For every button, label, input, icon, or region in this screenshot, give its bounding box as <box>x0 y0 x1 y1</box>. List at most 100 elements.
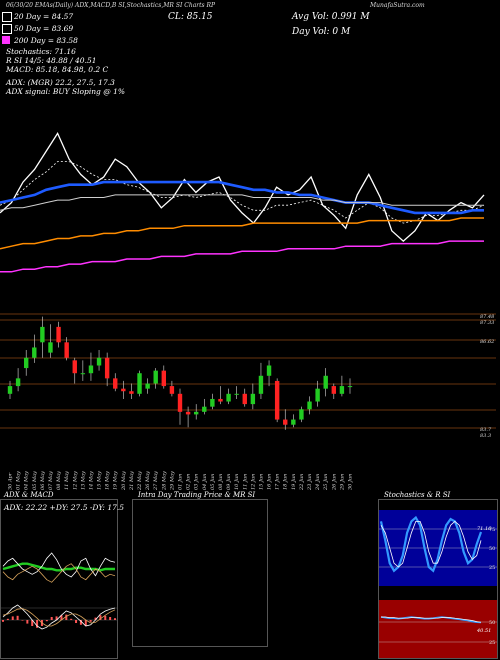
adx-signal-label: ADX signal: BUY Sloping @ 1% <box>6 87 126 96</box>
stoch-tick: 50 <box>489 546 495 552</box>
ema-series-200-day <box>0 217 484 250</box>
date-tick: 04 Jun <box>202 474 208 490</box>
candle-body <box>266 365 272 376</box>
date-tick: 16 Jun <box>267 474 273 490</box>
day-volume: Day Vol: 0 M <box>292 27 351 37</box>
candle-body <box>7 386 13 394</box>
candle-body <box>72 360 77 374</box>
candle-body <box>80 373 86 375</box>
ema20-swatch <box>2 12 12 22</box>
candle-body <box>64 342 69 358</box>
avg-volume: Avg Vol: 0.991 M <box>292 12 370 22</box>
candle-body <box>339 386 345 394</box>
candle-body <box>283 419 288 425</box>
candle-body <box>185 411 191 415</box>
date-tick: 05 May <box>32 471 38 490</box>
intraday-panel <box>132 499 268 647</box>
date-tick: 24 Jun <box>315 474 321 491</box>
stoch-value: 71.16 <box>477 526 492 532</box>
price-tick: 87.33 <box>480 320 494 326</box>
candle-body <box>129 391 134 394</box>
candle-body <box>250 393 256 405</box>
stoch-tick: 25 <box>489 565 495 571</box>
date-tick: 21 May <box>129 471 135 491</box>
candle-body <box>210 398 215 407</box>
candle-body <box>274 380 280 420</box>
macd-label: MACD: 85.18, 84.98, 0.2 C <box>6 65 109 74</box>
date-tick: 30 Apr <box>8 472 14 490</box>
date-tick: 20 May <box>121 471 127 491</box>
date-tick: 28 May <box>161 471 167 491</box>
date-tick: 10 Jun <box>234 474 240 490</box>
close-price: CL: 85.15 <box>168 12 213 22</box>
ema-series-300-day <box>0 240 484 273</box>
stochastics-label: Stochastics: 71.16 <box>6 47 76 56</box>
candle-body <box>104 357 110 379</box>
candle-body <box>88 365 94 374</box>
rsi-value: 40.51 <box>476 628 491 634</box>
stoch-series-d <box>380 520 482 568</box>
adx-label: ADX: (MGR) 22.2, 27.5, 17.3 <box>6 78 115 87</box>
candle-body <box>242 393 247 405</box>
candle-chart: 87.48 87.33 86.62 83.7 83.3 30 Apr 01 May… <box>0 313 496 491</box>
intraday-panel-title: Intra Day Trading Price & MR SI <box>138 491 256 499</box>
candle-body <box>145 383 150 389</box>
site-caption: MunafaSutra.com <box>370 2 425 9</box>
rsi-tick: 25 <box>489 640 495 646</box>
date-tick: 12 May <box>72 471 78 490</box>
date-tick: 08 May <box>56 471 62 490</box>
candle-body <box>331 386 337 394</box>
ema50-label: 50 Day = 83.69 <box>14 24 74 33</box>
date-tick: 05 Jun <box>210 474 216 490</box>
date-tick: 11 May <box>64 471 70 490</box>
date-tick: 13 May <box>80 471 86 490</box>
date-tick: 18 Jun <box>283 474 289 490</box>
candle-body <box>137 373 142 394</box>
rsi-tick: 50 <box>489 620 495 626</box>
price-tick: 83.7 <box>480 427 492 433</box>
chart-topline: 06/30/20 EMAs(Daily) ADX,MACD,B SI,Stoch… <box>6 2 216 9</box>
date-tick: 06 May <box>40 471 46 490</box>
date-tick: 15 May <box>97 471 103 490</box>
adx-macd-svg <box>1 552 117 630</box>
date-tick: 26 May <box>145 471 151 491</box>
date-tick: 01 Jun <box>178 474 184 490</box>
candle-body <box>169 386 175 394</box>
date-tick: 26 Jun <box>331 474 337 491</box>
candle-body <box>23 357 29 369</box>
candle-body <box>218 398 223 402</box>
candle-body <box>153 370 158 384</box>
candle-body <box>299 409 304 420</box>
date-tick: 08 Jun <box>218 474 224 490</box>
date-tick: 02 Jun <box>186 474 192 490</box>
stoch-rsi-panel: 75 50 25 50 25 71.16 40.51 <box>378 499 498 659</box>
date-tick: 30 Jun <box>348 474 354 490</box>
date-tick: 07 May <box>48 471 54 490</box>
candle-body <box>56 326 61 343</box>
date-tick: 12 Jun <box>250 474 256 490</box>
date-tick: 03 Jun <box>194 474 200 490</box>
candle-body <box>15 378 21 387</box>
candle-body <box>161 370 167 387</box>
candle-body <box>307 401 312 410</box>
rsi-background <box>379 600 497 658</box>
date-tick: 11 Jun <box>242 474 248 490</box>
candle-body <box>113 378 118 389</box>
date-tick: 09 Jun <box>226 474 232 490</box>
candle-body <box>258 375 264 394</box>
date-tick: 01 May <box>16 471 22 490</box>
date-tick: 25 Jun <box>323 474 329 491</box>
date-tick: 29 May <box>169 471 175 491</box>
ema20-label: 20 Day = 84.57 <box>14 12 74 21</box>
ema200-swatch <box>2 36 10 44</box>
candle-body <box>96 357 102 366</box>
adx-series-minusdy <box>2 563 116 583</box>
date-tick: 29 Jun <box>339 474 345 491</box>
date-tick: 18 May <box>105 471 111 490</box>
date-tick: 22 Jun <box>299 474 305 491</box>
date-tick: 15 Jun <box>258 474 264 490</box>
candle-body <box>32 347 37 358</box>
date-tick: 14 May <box>88 471 94 490</box>
stoch-panel-title: Stochastics & R SI <box>384 491 451 499</box>
date-tick: 23 Jun <box>307 474 313 491</box>
